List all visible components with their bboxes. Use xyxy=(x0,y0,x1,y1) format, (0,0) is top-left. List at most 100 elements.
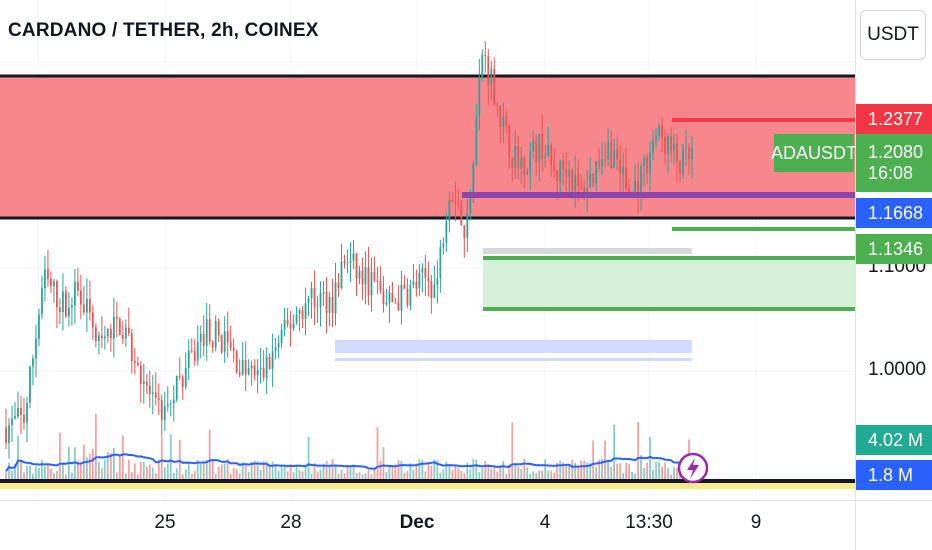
candle-body xyxy=(550,144,553,166)
candle-body xyxy=(85,298,88,313)
candle-body xyxy=(8,424,10,444)
volume-bar xyxy=(142,461,145,481)
volume-bar xyxy=(133,463,136,481)
volume-bar xyxy=(139,462,142,481)
volume-bar xyxy=(166,463,169,481)
candle-body xyxy=(247,368,250,375)
candle-body xyxy=(88,298,91,313)
candle-body xyxy=(226,331,229,343)
x-tick-9: 9 xyxy=(750,512,762,533)
candle-body xyxy=(262,367,265,378)
candle-body xyxy=(451,200,454,202)
currency-button[interactable]: USDT xyxy=(860,10,926,60)
candle-body xyxy=(53,281,55,286)
candle-body xyxy=(580,186,583,188)
volume-bar xyxy=(241,462,244,481)
volume-bar xyxy=(100,468,103,481)
candle-body xyxy=(637,180,639,196)
candle-body xyxy=(427,277,430,282)
gray-level-line[interactable] xyxy=(483,248,692,254)
volume-bar xyxy=(628,463,630,481)
volume-bar xyxy=(589,462,592,481)
candle-body xyxy=(463,225,466,239)
volume-bar xyxy=(94,413,97,481)
candle-body xyxy=(469,192,472,213)
volume-bar xyxy=(415,465,418,481)
volume-bar xyxy=(157,459,160,481)
volume-bar xyxy=(586,462,589,481)
volume-bar xyxy=(88,453,91,481)
volume-bar xyxy=(256,461,259,481)
candle-body xyxy=(23,414,25,423)
candle-body xyxy=(664,137,666,155)
support-zone[interactable] xyxy=(483,258,855,309)
volume-bar xyxy=(313,463,316,481)
candle-body xyxy=(361,270,364,285)
volume-bar xyxy=(331,458,334,481)
lightning-icon[interactable] xyxy=(677,452,709,484)
candle-body xyxy=(346,262,349,264)
volume-bar xyxy=(502,461,505,481)
candle-body xyxy=(658,125,660,136)
volume-bar xyxy=(559,460,562,481)
x-tick-dec: Dec xyxy=(399,512,435,533)
volume-bar xyxy=(400,461,403,481)
volume-bar xyxy=(292,472,295,481)
candle-body xyxy=(256,369,259,376)
candle-body xyxy=(112,316,115,339)
candle-body xyxy=(481,54,484,79)
candle-body xyxy=(211,341,214,348)
volume-bar xyxy=(670,474,672,481)
candle-body xyxy=(65,291,67,317)
candle-body xyxy=(115,316,118,319)
volume-bar xyxy=(499,465,502,481)
candle-body xyxy=(640,166,642,196)
volume-bar xyxy=(364,473,367,481)
volume-bar xyxy=(187,462,190,481)
candle-body xyxy=(547,144,550,157)
candle-body xyxy=(14,416,16,419)
volume-bar xyxy=(622,473,625,481)
candle-body xyxy=(163,406,166,420)
candle-body xyxy=(304,303,307,319)
volume-bar xyxy=(496,471,499,481)
candle-body xyxy=(208,319,211,342)
volume-bar xyxy=(475,459,478,481)
volume-bar xyxy=(14,463,16,481)
volume-baseline-band xyxy=(0,480,855,489)
candle-body xyxy=(322,291,325,294)
candle-body xyxy=(646,157,648,174)
volume-bar xyxy=(196,460,199,481)
candle-body xyxy=(184,367,187,387)
candle-body xyxy=(508,124,511,158)
volume-bar xyxy=(226,459,229,481)
demand-zone-lower[interactable] xyxy=(335,358,692,361)
candle-body xyxy=(268,356,271,370)
candle-body xyxy=(244,360,247,375)
volume-bar xyxy=(658,461,660,481)
candle-body xyxy=(103,336,106,339)
candle-body xyxy=(532,140,535,151)
candle-body xyxy=(205,319,208,346)
candle-body xyxy=(496,105,499,107)
volume-bar xyxy=(397,459,400,481)
volume-bar xyxy=(76,460,79,481)
candle-body xyxy=(313,287,316,307)
demand-zone[interactable] xyxy=(335,340,692,353)
candle-body xyxy=(41,288,43,315)
volume-bar xyxy=(316,471,319,481)
candle-body xyxy=(544,156,547,159)
volume-bar xyxy=(205,460,208,481)
volume-bar xyxy=(23,472,25,481)
volume-bar xyxy=(634,473,636,481)
candle-body xyxy=(298,310,301,315)
volume-bar xyxy=(5,471,7,481)
volume-bar xyxy=(322,463,325,481)
candle-body xyxy=(376,280,379,282)
volume-bar xyxy=(109,452,112,481)
volume-bar xyxy=(376,427,379,481)
volume-bar xyxy=(202,461,205,481)
volume-bar xyxy=(184,469,187,481)
candle-body xyxy=(460,204,463,226)
